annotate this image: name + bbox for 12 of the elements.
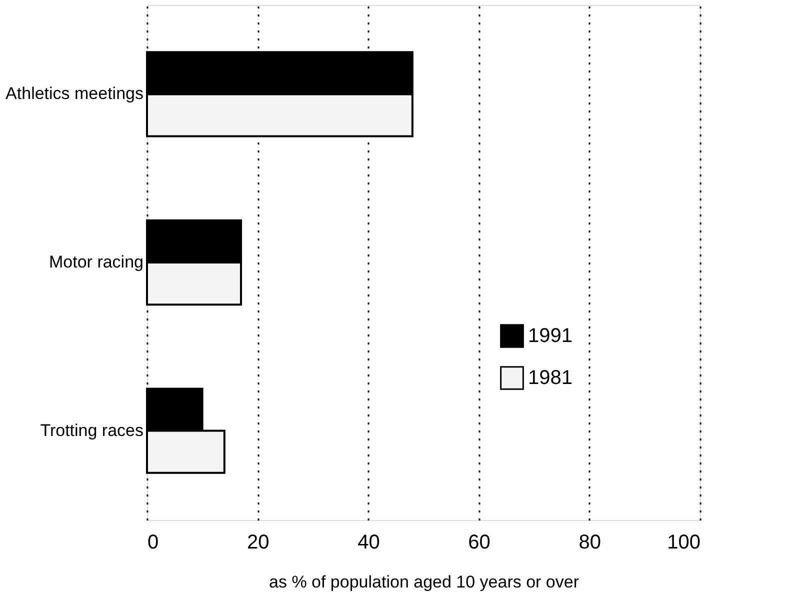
y-tick-label: Trotting races bbox=[40, 420, 144, 440]
legend-label: 1991 bbox=[528, 325, 572, 347]
x-tick-label: 40 bbox=[358, 532, 380, 554]
y-tick-label: Motor racing bbox=[49, 252, 144, 272]
x-tick-label: 80 bbox=[578, 532, 602, 554]
legend-label: 1981 bbox=[528, 367, 572, 389]
x-tick-label: 0 bbox=[148, 532, 159, 554]
x-axis-title: as % of population aged 10 years or over bbox=[269, 572, 580, 592]
x-tick-label: 60 bbox=[468, 532, 490, 554]
x-tick-label: 20 bbox=[246, 532, 270, 554]
y-tick-label: Athletics meetings bbox=[6, 84, 144, 104]
x-tick-label: 100 bbox=[667, 532, 700, 554]
